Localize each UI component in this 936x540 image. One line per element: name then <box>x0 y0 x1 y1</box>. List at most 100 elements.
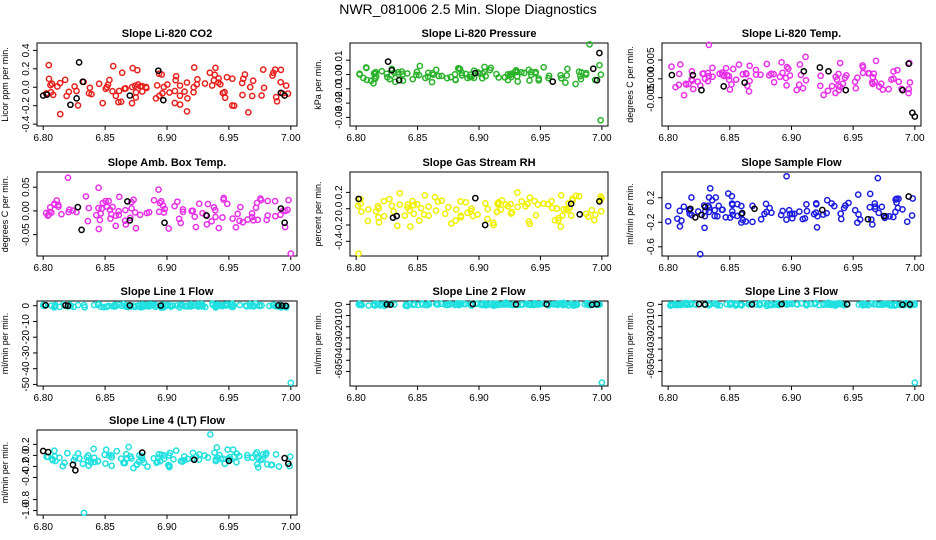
data-point <box>532 68 539 76</box>
data-point <box>783 82 790 89</box>
data-point <box>173 302 181 309</box>
data-point <box>732 76 740 84</box>
data-point <box>892 300 900 308</box>
x-tick-label: 7.00 <box>905 393 925 404</box>
data-point <box>895 301 903 309</box>
data-point <box>108 462 116 470</box>
reference-point <box>67 101 74 109</box>
data-point <box>899 206 906 213</box>
reference-point <box>73 94 80 102</box>
reference-point <box>596 198 603 205</box>
data-point <box>380 212 388 220</box>
data-point <box>409 75 417 83</box>
chart-title: Slope Line 1 Flow <box>121 286 214 298</box>
reference-point <box>843 300 851 308</box>
data-point <box>85 204 93 212</box>
data-point <box>868 300 875 307</box>
data-point <box>115 207 122 215</box>
reference-point <box>899 301 906 308</box>
data-point <box>248 213 256 221</box>
data-point <box>222 301 230 309</box>
data-point <box>229 215 236 222</box>
data-point <box>530 301 537 309</box>
y-tick-label: -50 <box>646 353 657 368</box>
data-point <box>56 454 63 462</box>
data-point <box>474 69 482 76</box>
data-point <box>801 214 809 222</box>
data-point <box>525 218 533 225</box>
chart-panel-5: Slope Gas Stream RH percent per min. 6.80 6… <box>313 157 612 274</box>
data-point <box>115 211 123 219</box>
data-point <box>398 68 406 75</box>
data-point <box>795 208 803 215</box>
x-tick-label: 6.85 <box>720 263 740 274</box>
reference-point <box>567 200 575 208</box>
y-tick-label: -20 <box>21 330 32 345</box>
reference-point <box>78 226 85 234</box>
reference-point <box>281 92 288 99</box>
data-point <box>832 89 839 97</box>
data-point <box>132 94 140 101</box>
data-point <box>94 457 102 465</box>
reference-point <box>203 212 210 220</box>
data-point <box>720 72 728 80</box>
data-point <box>287 379 295 387</box>
data-point <box>507 200 514 208</box>
data-point <box>526 194 534 201</box>
reference-point <box>751 205 758 213</box>
data-point <box>409 197 416 205</box>
reference-point <box>698 211 705 219</box>
reference-point <box>864 215 872 223</box>
chart-panel-1: Slope Li-820 CO2 Licor ppm per min. 6.80 6.… <box>0 28 301 144</box>
data-point <box>136 211 144 219</box>
data-point <box>687 300 695 307</box>
data-point <box>117 455 125 462</box>
data-point <box>836 59 844 67</box>
y-axis-label: ml/min per min. <box>313 313 323 375</box>
reference-point <box>668 71 676 79</box>
data-point <box>498 196 506 204</box>
data-point <box>371 74 378 82</box>
data-point <box>885 85 893 93</box>
data-point <box>664 217 672 225</box>
chart-title: Slope Li-820 Temp. <box>742 28 841 40</box>
x-tick-label: 6.95 <box>843 133 863 144</box>
reference-point <box>39 92 47 99</box>
chart-panel-10: Slope Line 4 (LT) Flow ml/min per min. 6.8… <box>0 415 301 533</box>
y-tick-label: -0.2 <box>334 216 345 234</box>
data-point <box>165 225 173 232</box>
data-point <box>73 87 80 95</box>
reference-point <box>190 456 198 464</box>
data-point <box>47 209 55 216</box>
data-point <box>424 69 432 77</box>
chart-panel-6: Slope Sample Flow ml/min per min. 6.80 6.85… <box>625 157 925 274</box>
data-point <box>166 462 173 470</box>
data-point <box>76 455 83 462</box>
data-point <box>562 79 569 86</box>
x-tick-label: 6.80 <box>33 522 53 533</box>
y-tick-label: -40 <box>646 341 657 356</box>
data-point <box>729 65 737 73</box>
data-point <box>111 301 119 309</box>
y-tick-label: -0.4 <box>334 232 345 250</box>
y-tick-label: -60 <box>334 364 345 379</box>
y-tick-label: 0 <box>21 303 32 309</box>
data-point <box>65 208 72 216</box>
data-point <box>203 221 211 228</box>
y-axis-label: percent per min. <box>313 181 323 246</box>
x-tick-label: 6.85 <box>408 393 428 404</box>
chart-panel-9: Slope Line 3 Flow ml/min per min. 6.80 6.85… <box>625 286 925 404</box>
data-point <box>443 74 451 82</box>
y-tick-label: 0.005 <box>646 47 657 72</box>
data-point <box>404 201 411 208</box>
data-point <box>399 77 407 85</box>
data-point <box>177 457 185 465</box>
data-point <box>112 222 120 230</box>
data-point <box>688 68 696 75</box>
y-tick-label: -50 <box>334 353 345 368</box>
data-point <box>435 72 443 80</box>
reference-point <box>157 302 165 309</box>
data-point <box>239 91 246 99</box>
data-point <box>260 84 268 92</box>
reference-point <box>388 66 396 74</box>
